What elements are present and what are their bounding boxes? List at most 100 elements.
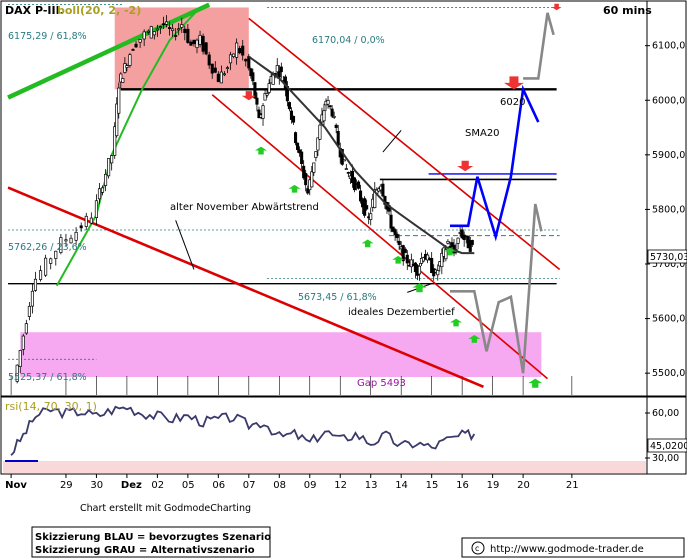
zones-layer [20, 7, 542, 377]
candle-body [271, 74, 275, 85]
scenario-blue-path [450, 84, 540, 242]
candle-body [450, 242, 454, 247]
price-tick-label: 5600,0 [652, 314, 685, 325]
candle-body [306, 188, 310, 194]
time-tick-label: 06 [212, 480, 225, 491]
overlay-layer [175, 12, 555, 374]
candle-body [405, 254, 409, 264]
candle-body [192, 39, 196, 45]
upper-green-trendline [7, 2, 211, 100]
arrow-up-icon [255, 146, 267, 155]
candle-body [84, 215, 88, 227]
time-tick-label: 02 [151, 480, 164, 491]
candle-body [121, 78, 125, 83]
chart-title: DAX P-III. [5, 4, 64, 17]
candle-body [426, 254, 430, 261]
candle-body [201, 35, 205, 52]
candle-body [409, 259, 413, 268]
time-tick-label: 05 [182, 480, 195, 491]
candle-body [155, 28, 159, 31]
candle-body [168, 27, 172, 30]
candle-body [177, 28, 181, 31]
scenario-gray-top-path [523, 12, 555, 80]
candle-body [64, 239, 68, 242]
last-rsi-box [647, 438, 687, 453]
arrow-down-icon [457, 160, 474, 172]
candle-body [389, 214, 393, 229]
rsi-line [10, 405, 476, 456]
price-tick-label: 5700,0 [652, 259, 685, 270]
candle-body [180, 24, 184, 28]
time-tick-label: 15 [426, 480, 439, 491]
candle-body [322, 110, 326, 122]
candle-body [391, 226, 395, 232]
rsi-label: rsi(14, 70, 30, 1) [5, 400, 97, 413]
candle-body [89, 217, 93, 224]
arrow-up-icon [361, 239, 374, 248]
candle-body [417, 265, 422, 275]
rsi-tick-label: 30,00 [652, 453, 679, 464]
arrow-up-icon [392, 255, 405, 264]
legend-box [31, 526, 271, 558]
candle-body [263, 93, 267, 101]
fib-label-6170: 6170,04 / 0,0% [312, 35, 385, 46]
arrow-down-icon [503, 76, 524, 90]
candle-body [468, 240, 472, 252]
candle-body [128, 54, 132, 66]
arrow-up-icon [450, 318, 463, 327]
candle-body [275, 65, 279, 73]
candle-body [235, 42, 239, 58]
candle-body [79, 225, 83, 229]
arrow-up-icon [528, 378, 543, 388]
price-tick-label: 5500,0 [652, 368, 685, 379]
candle-body [104, 173, 108, 186]
candle-body [296, 142, 300, 150]
candle-body [171, 28, 175, 31]
candle-body [18, 349, 22, 367]
scenario-gray-path [450, 203, 543, 374]
candle-body [115, 103, 119, 137]
candle-body [131, 49, 135, 51]
candle-body [334, 124, 338, 128]
candle-body [336, 131, 340, 146]
sma20-line [248, 55, 475, 255]
last-price-label: 5730,03 [650, 252, 687, 263]
candles-layer [15, 15, 474, 384]
fib-label-5525: 5525,37 / 61,8% [8, 372, 87, 383]
candle-body [119, 73, 123, 83]
candle-body [251, 72, 255, 82]
candle-body [232, 53, 236, 57]
legend-gray-text: Skizzierung GRAU = Alternativszenario [35, 545, 255, 556]
arrows-layer [241, 3, 562, 388]
candle-body [304, 173, 308, 186]
candle-body [430, 257, 434, 273]
candle-body [287, 102, 291, 110]
time-tick-label: 08 [273, 480, 286, 491]
credit-text: Chart erstellt mit GodmodeCharting [80, 503, 251, 514]
candle-body [440, 253, 444, 268]
candle-body [316, 137, 320, 151]
candle-body [24, 323, 28, 334]
legend-blue-text: Skizzierung BLAU = bevorzugtes Szenario [35, 532, 271, 543]
candle-body [350, 170, 354, 184]
candle-body [436, 270, 440, 276]
candle-body [244, 58, 248, 62]
candle-body [291, 115, 296, 123]
candle-body [456, 237, 460, 244]
candle-body [94, 200, 98, 218]
annotation-sma20: SMA20 [465, 128, 500, 139]
candle-body [395, 233, 399, 239]
candle-body [69, 237, 73, 244]
fib-label-5762: 5762,26 / 23,6% [8, 242, 87, 253]
grid-layer [10, 376, 573, 395]
candle-body [444, 249, 448, 260]
arrow-up-icon [412, 283, 427, 293]
candle-body [210, 63, 214, 74]
candle-body [247, 56, 251, 69]
channel-upper-line [248, 17, 561, 271]
candle-body [164, 21, 169, 25]
candle-body [312, 162, 316, 173]
candle-body [207, 54, 211, 66]
time-tick-label: 29 [60, 480, 73, 491]
candle-body [113, 126, 117, 156]
